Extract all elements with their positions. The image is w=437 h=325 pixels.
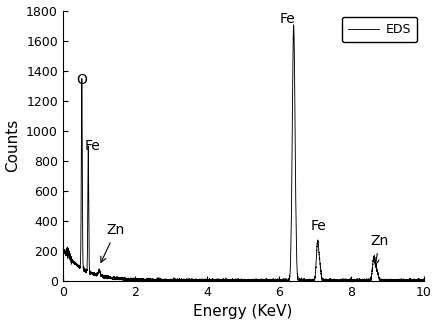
EDS <box>148 278 153 281</box>
Text: Zn: Zn <box>370 234 388 265</box>
EDS <box>421 277 426 281</box>
Text: Fe: Fe <box>311 219 327 233</box>
Text: Fe: Fe <box>280 12 296 26</box>
X-axis label: Energy (KeV): Energy (KeV) <box>194 305 293 319</box>
Text: Zn: Zn <box>101 224 125 262</box>
EDS <box>196 279 201 283</box>
EDS <box>125 279 130 283</box>
EDS <box>144 279 149 282</box>
Legend: EDS: EDS <box>342 17 417 42</box>
EDS <box>60 246 66 250</box>
EDS <box>291 23 296 27</box>
Text: Fe: Fe <box>84 139 100 153</box>
Text: O: O <box>76 73 87 87</box>
Y-axis label: Counts: Counts <box>6 119 21 173</box>
EDS <box>222 278 227 282</box>
EDS <box>146 279 151 283</box>
Line: EDS: EDS <box>63 25 423 281</box>
EDS <box>418 279 423 283</box>
